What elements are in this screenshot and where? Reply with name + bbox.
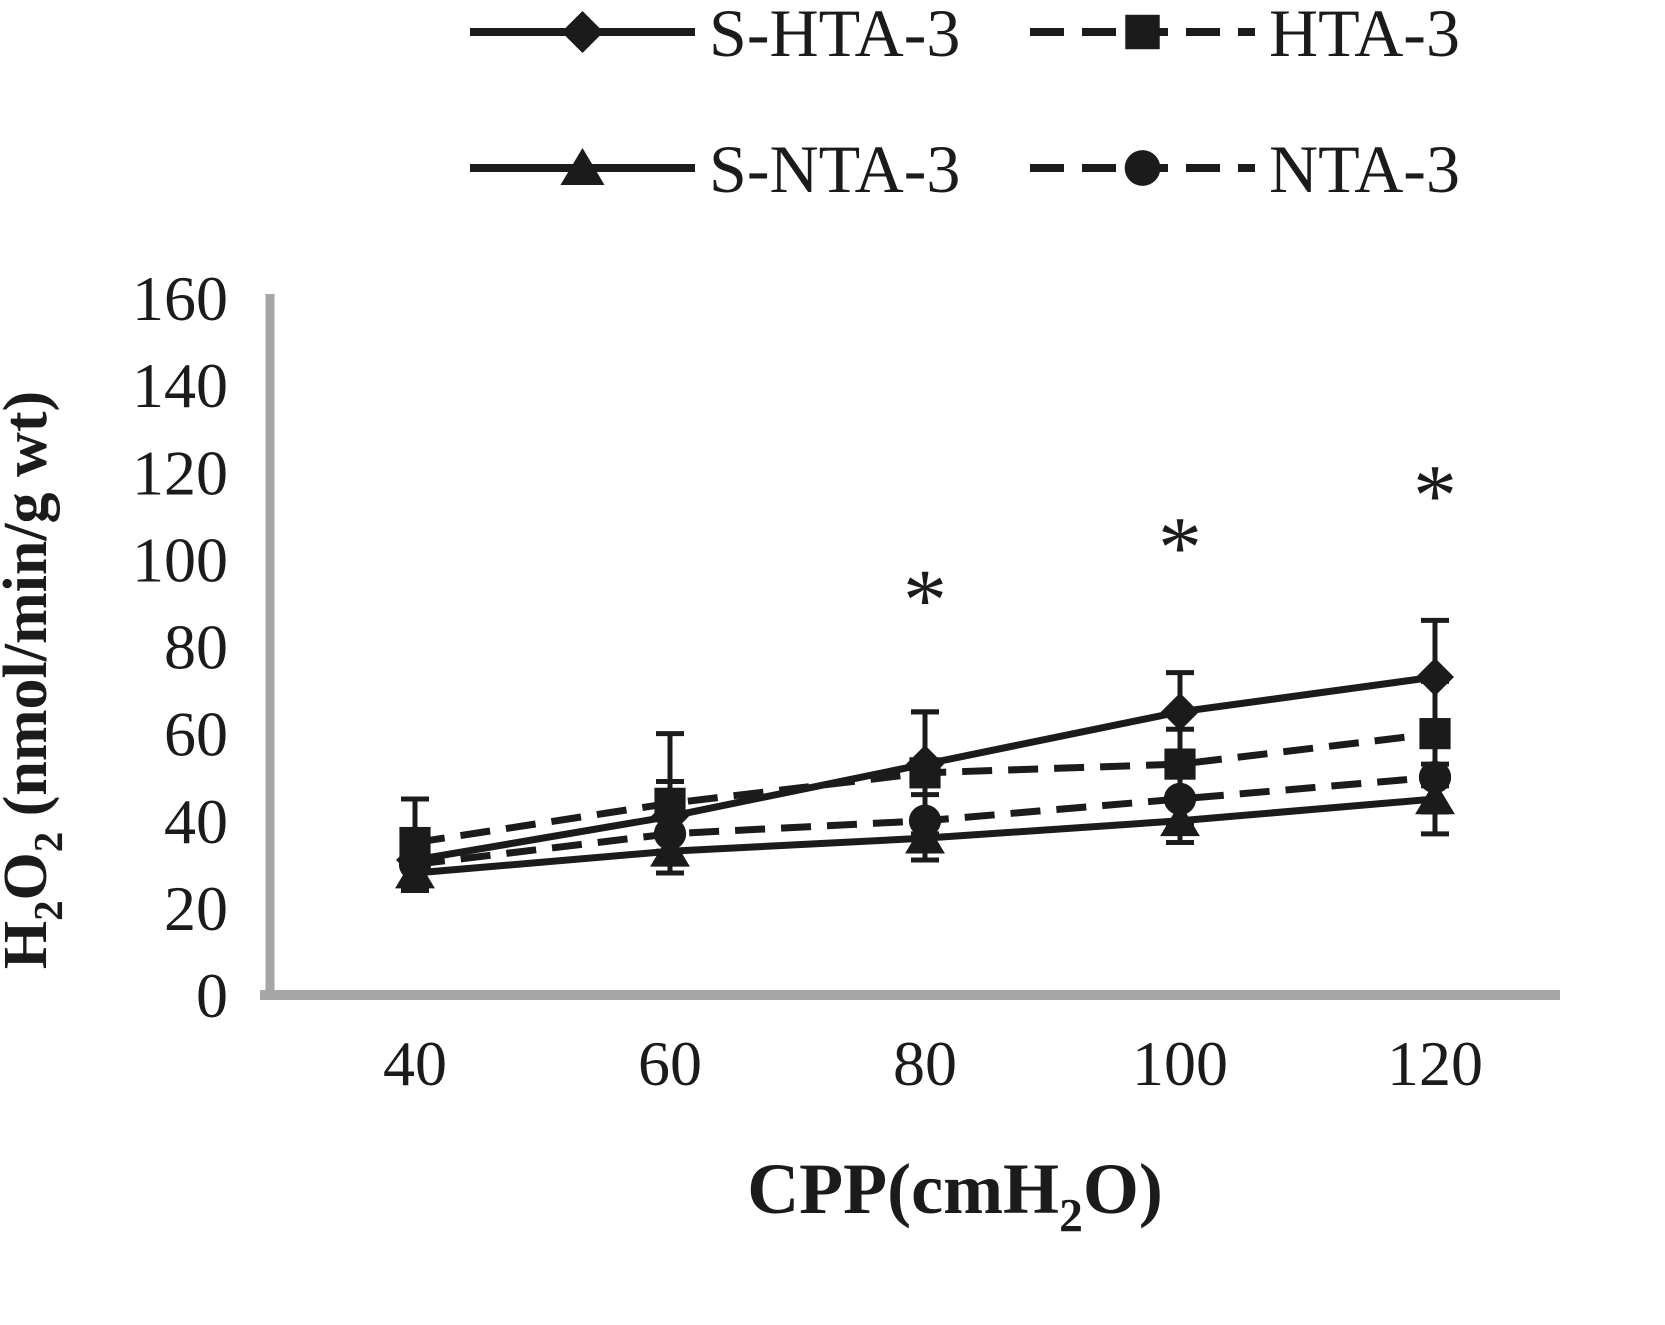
marker-diamond-S-HTA-3 <box>1416 657 1454 696</box>
marker-triangle-S-NTA-3 <box>1160 802 1200 837</box>
x-tick-label-40: 40 <box>383 1028 447 1099</box>
y-tick-label-160: 160 <box>132 263 228 334</box>
legend-label-HTA-3: HTA-3 <box>1269 0 1460 71</box>
legend-marker-circle-NTA-3 <box>1124 150 1161 186</box>
y-tick-label-100: 100 <box>132 524 228 595</box>
marker-square-HTA-3 <box>1164 748 1196 780</box>
y-tick-label-140: 140 <box>132 350 228 421</box>
marker-diamond-S-HTA-3 <box>396 840 434 879</box>
x-tick-label-60: 60 <box>638 1028 702 1099</box>
x-axis-title: CPP(cmH2O) <box>747 1149 1163 1243</box>
marker-circle-NTA-3 <box>908 804 942 837</box>
legend-label-S-NTA-3: S-NTA-3 <box>709 131 960 207</box>
x-tick-label-100: 100 <box>1132 1028 1228 1099</box>
y-tick-label-0: 0 <box>196 960 228 1031</box>
legend-label-NTA-3: NTA-3 <box>1269 131 1460 207</box>
marker-diamond-S-HTA-3 <box>906 745 944 784</box>
y-tick-label-120: 120 <box>132 437 228 508</box>
annotation-asterisk-3: * <box>1413 448 1457 545</box>
legend-marker-diamond-S-HTA-3 <box>561 11 604 53</box>
x-tick-label-80: 80 <box>893 1028 957 1099</box>
marker-triangle-S-NTA-3 <box>1415 780 1455 815</box>
y-tick-label-20: 20 <box>164 873 228 944</box>
y-tick-label-40: 40 <box>164 786 228 857</box>
y-tick-label-80: 80 <box>164 612 228 683</box>
annotation-asterisk-1: * <box>903 552 947 649</box>
legend-marker-triangle-S-NTA-3 <box>560 148 605 185</box>
annotation-asterisk-2: * <box>1158 500 1202 597</box>
y-axis-title: H2O2 (nmol/min/g wt) <box>0 391 71 969</box>
legend-marker-square-HTA-3 <box>1125 14 1160 50</box>
marker-diamond-S-HTA-3 <box>651 797 689 836</box>
marker-square-HTA-3 <box>1419 718 1451 750</box>
marker-diamond-S-HTA-3 <box>1161 692 1199 731</box>
y-tick-label-60: 60 <box>164 699 228 770</box>
marker-circle-NTA-3 <box>1163 782 1197 816</box>
x-tick-label-120: 120 <box>1387 1028 1483 1099</box>
legend-label-S-HTA-3: S-HTA-3 <box>709 0 960 71</box>
marker-circle-NTA-3 <box>1418 761 1452 794</box>
